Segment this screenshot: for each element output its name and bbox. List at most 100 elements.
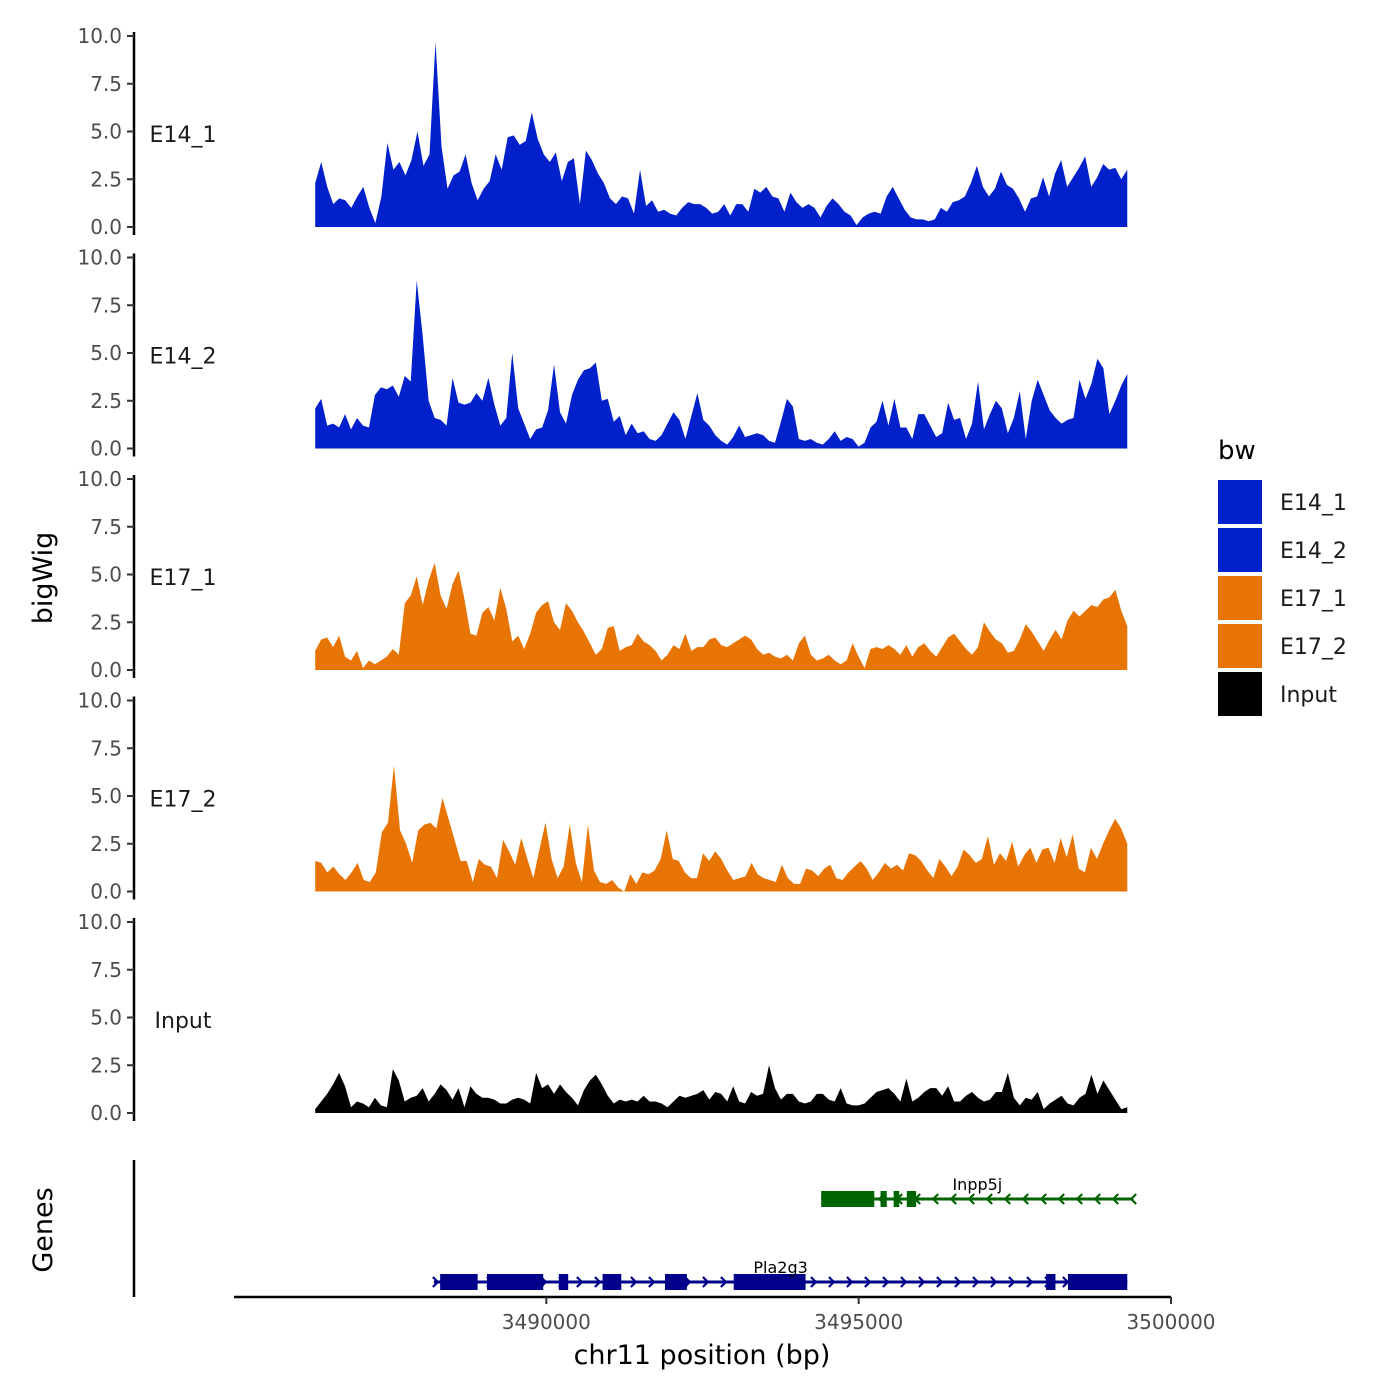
y-tick-label: 10.0 [77, 910, 122, 934]
strand-arrow [900, 1276, 908, 1288]
track-e14_1: 0.0 2.5 5.0 7.5 10.0 E14_1 [77, 24, 1128, 239]
legend: bw E14_1 E14_2 E17_1 E17_2 Input [1218, 436, 1347, 716]
x-axis-title: chr11 position (bp) [574, 1340, 831, 1371]
legend-key [1218, 576, 1262, 620]
track-label: E17_2 [150, 788, 217, 813]
strand-arrow [1039, 1193, 1047, 1205]
y-tick-label: 5.0 [90, 563, 122, 587]
legend-title: bw [1218, 436, 1256, 466]
legend-item-e14_2: E14_2 [1218, 528, 1347, 572]
legend-key [1218, 528, 1262, 572]
y-tick-label: 7.5 [90, 72, 122, 96]
strand-arrow [1057, 1193, 1065, 1205]
y-axis-title: bigWig [28, 532, 59, 625]
x-tick-label: 3500000 [1126, 1310, 1215, 1334]
y-tick-label: 10.0 [77, 24, 122, 48]
y-tick-label: 2.5 [90, 389, 122, 413]
y-tick-label: 0.0 [90, 880, 122, 904]
gene-exon [821, 1191, 875, 1207]
y-tick-label: 2.5 [90, 832, 122, 856]
y-tick-label: 10.0 [77, 689, 122, 713]
strand-arrow [576, 1276, 584, 1288]
gene-inpp5j: Inpp5j [821, 1175, 1137, 1207]
y-tick-label: 2.5 [90, 167, 122, 191]
track-input: 0.0 2.5 5.0 7.5 10.0 Input [77, 910, 1128, 1125]
strand-arrow [936, 1276, 944, 1288]
gene-exon [1046, 1274, 1056, 1290]
y-tick-label: 10.0 [77, 246, 122, 270]
signal-area-e14_1 [315, 41, 1128, 228]
strand-arrow [1075, 1193, 1083, 1205]
gene-exon [440, 1274, 478, 1290]
legend-item-input: Input [1218, 672, 1337, 716]
tracks-layer: 0.0 2.5 5.0 7.5 10.0 E14_1 0.0 2.5 5.0 7.5 10.0 E14… [77, 24, 1128, 1125]
gene-exon [602, 1274, 622, 1290]
gene-pla2g3: Pla2g3 [432, 1258, 1128, 1290]
strand-arrow [846, 1276, 854, 1288]
gene-exon [880, 1191, 887, 1207]
y-tick-label: 10.0 [77, 467, 122, 491]
gene-exon [665, 1274, 687, 1290]
legend-item-e17_1: E17_1 [1218, 576, 1347, 620]
gene-label: Inpp5j [952, 1175, 1002, 1194]
strand-arrow [648, 1276, 656, 1288]
signal-area-input [315, 1065, 1128, 1113]
genes-axis-title: Genes [28, 1187, 59, 1272]
y-tick-label: 5.0 [90, 784, 122, 808]
track-label: E14_2 [150, 345, 217, 370]
strand-arrow [931, 1193, 939, 1205]
legend-label: E14_2 [1280, 539, 1347, 564]
genes-panel: Inpp5j Pla2g3 [132, 1160, 1137, 1297]
track-e14_2: 0.0 2.5 5.0 7.5 10.0 E14_2 [77, 246, 1128, 461]
y-tick-label: 7.5 [90, 515, 122, 539]
strand-arrow [882, 1276, 890, 1288]
track-e17_1: 0.0 2.5 5.0 7.5 10.0 E17_1 [77, 467, 1128, 682]
legend-item-e14_1: E14_1 [1218, 480, 1347, 524]
strand-arrow [594, 1276, 602, 1288]
y-tick-label: 7.5 [90, 958, 122, 982]
strand-arrow [864, 1276, 872, 1288]
gene-exon [558, 1274, 569, 1290]
strand-arrow [1062, 1276, 1070, 1288]
strand-arrow [949, 1193, 957, 1205]
strand-arrow [990, 1276, 998, 1288]
legend-key [1218, 672, 1262, 716]
y-tick-label: 7.5 [90, 293, 122, 317]
strand-arrow [1129, 1193, 1137, 1205]
legend-label: E14_1 [1280, 491, 1347, 516]
x-tick-label: 3490000 [502, 1310, 591, 1334]
strand-arrow [1093, 1193, 1101, 1205]
strand-arrow [702, 1276, 710, 1288]
y-tick-label: 2.5 [90, 610, 122, 634]
strand-arrow [1026, 1276, 1034, 1288]
legend-label: Input [1280, 683, 1337, 708]
strand-arrow [954, 1276, 962, 1288]
gene-label: Pla2g3 [753, 1258, 807, 1277]
legend-item-e17_2: E17_2 [1218, 624, 1347, 668]
strand-arrow [1021, 1193, 1029, 1205]
strand-arrow [1008, 1276, 1016, 1288]
gene-exon [733, 1274, 806, 1290]
signal-area-e17_2 [315, 765, 1128, 892]
y-tick-label: 5.0 [90, 1006, 122, 1030]
gene-exon [893, 1191, 900, 1207]
strand-arrow [1111, 1193, 1119, 1205]
y-tick-label: 7.5 [90, 736, 122, 760]
track-e17_2: 0.0 2.5 5.0 7.5 10.0 E17_2 [77, 689, 1128, 904]
strand-arrow [1003, 1193, 1011, 1205]
strand-arrow [630, 1276, 638, 1288]
legend-key [1218, 480, 1262, 524]
gene-exon [1067, 1274, 1128, 1290]
y-tick-label: 5.0 [90, 120, 122, 144]
x-axis: 3490000 3495000 3500000 [234, 1295, 1216, 1334]
strand-arrow [972, 1276, 980, 1288]
strand-arrow [810, 1276, 818, 1288]
x-tick-label: 3495000 [814, 1310, 903, 1334]
track-label: E14_1 [150, 123, 217, 148]
y-tick-label: 0.0 [90, 437, 122, 461]
y-tick-label: 2.5 [90, 1053, 122, 1077]
signal-area-e17_1 [315, 563, 1128, 670]
gene-exon [486, 1274, 544, 1290]
strand-arrow [720, 1276, 728, 1288]
